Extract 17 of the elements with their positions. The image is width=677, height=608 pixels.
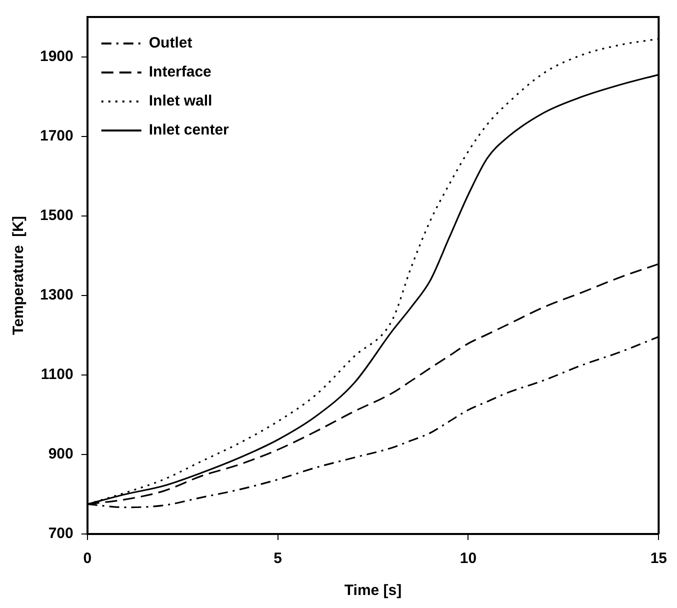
x-tick-label: 15	[650, 550, 667, 568]
y-tick-label: 1500	[40, 206, 74, 224]
x-tick-label: 5	[274, 550, 282, 568]
legend-label: Outlet	[148, 34, 192, 52]
y-tick-label: 1100	[40, 366, 74, 384]
y-tick-label: 1700	[40, 127, 74, 144]
x-tick-label: 0	[83, 550, 92, 568]
legend-label: Interface	[148, 64, 212, 81]
x-tick-label: 10	[460, 550, 477, 568]
y-tick-label: 900	[48, 446, 74, 463]
x-axis-title: Time [s]	[344, 582, 402, 600]
y-tick-label: 1900	[40, 48, 74, 65]
legend-label: Inlet wall	[148, 92, 212, 110]
legend-label: Inlet center	[148, 122, 230, 139]
y-axis-title: Temperature [K]	[10, 216, 28, 335]
y-tick-label: 1300	[40, 286, 74, 304]
y-tick-label: 700	[48, 525, 74, 542]
